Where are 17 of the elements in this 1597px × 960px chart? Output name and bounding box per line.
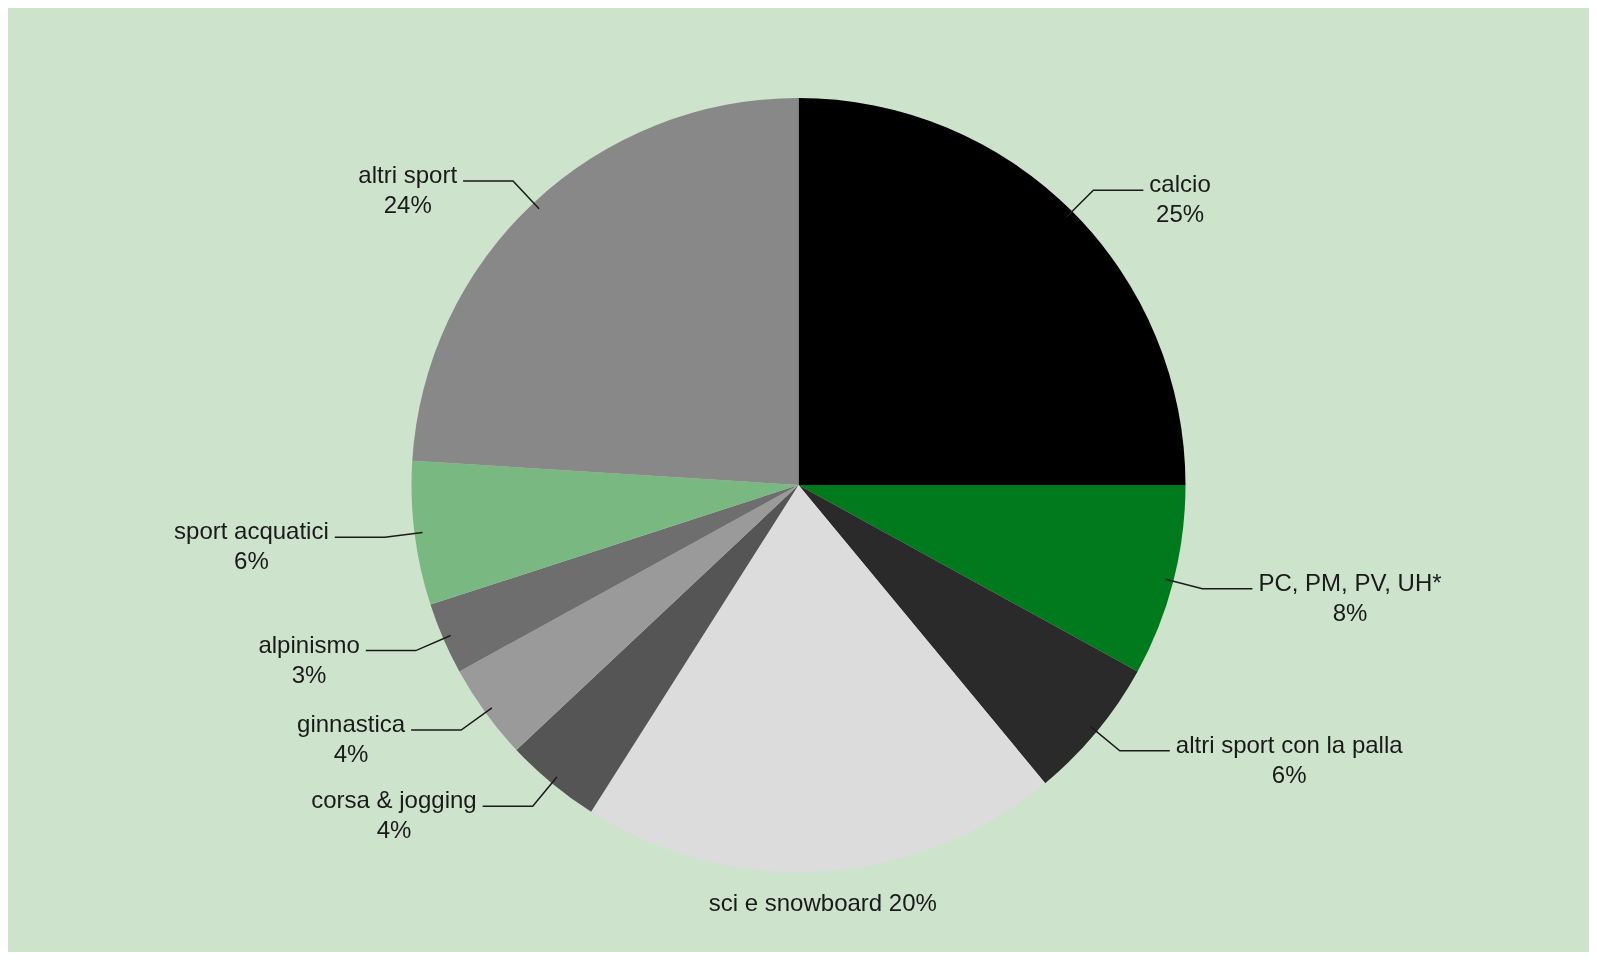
slice-label: sci e snowboard 20% [708,888,937,916]
slice-label: sport acquatici [174,517,329,545]
slice-label: corsa & jogging [311,786,477,814]
data-label: 24% [383,191,432,219]
slice-label: altri sport [358,161,458,189]
data-label: 4% [333,740,369,768]
data-label: 3% [291,660,327,688]
slice-label: PC, PM, PV, UH* [1258,568,1442,596]
slice-label: altri sport con la palla [1175,730,1404,758]
slice-label: ginnastica [297,710,406,738]
data-label: 4% [376,816,412,844]
data-label: 6% [234,547,269,575]
data-label: 25% [1156,200,1205,228]
slice-label: alpinismo [258,630,360,658]
data-label: 6% [1271,760,1307,788]
slice-label: calcio [1149,170,1211,198]
data-label: 8% [1332,598,1368,626]
